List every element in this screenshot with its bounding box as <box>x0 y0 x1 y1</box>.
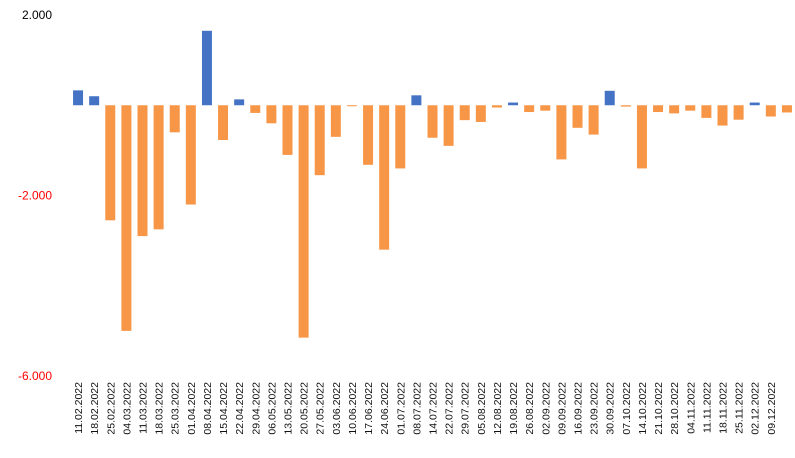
x-tick-label-36: 14.10.2022 <box>637 382 649 435</box>
bar-18 <box>346 105 357 107</box>
bar-20 <box>379 105 390 250</box>
bar-2 <box>89 96 100 106</box>
x-tick-label-27: 12.08.2022 <box>492 382 504 435</box>
bar-6 <box>153 105 164 230</box>
bar-8 <box>185 105 196 205</box>
x-tick-label-6: 18.03.2022 <box>154 382 166 435</box>
x-tick-label-35: 07.10.2022 <box>621 382 633 435</box>
bar-28 <box>508 102 519 106</box>
bar-25 <box>459 105 470 121</box>
bar-40 <box>701 105 712 118</box>
y-tick-label-3: -6.000 <box>18 369 52 383</box>
bar-17 <box>330 105 341 137</box>
bar-26 <box>475 105 486 122</box>
bar-12 <box>250 105 261 113</box>
bar-4 <box>121 105 132 331</box>
x-tick-label-21: 01.07.2022 <box>395 382 407 435</box>
y-axis-tick-labels: 2.000 -2.000 -6.000 <box>18 8 52 383</box>
bar-11 <box>234 99 245 106</box>
x-axis-tick-labels: 11.02.2022 18.02.2022 25.02.2022 04.03.2022… <box>73 382 778 435</box>
x-tick-label-19: 17.06.2022 <box>363 382 375 435</box>
bar-30 <box>540 105 551 111</box>
x-tick-label-33: 23.09.2022 <box>589 382 601 435</box>
x-tick-label-39: 04.11.2022 <box>685 382 697 434</box>
x-tick-label-9: 08.04.2022 <box>202 382 214 435</box>
x-tick-label-7: 25.03.2022 <box>170 382 182 435</box>
y-tick-label-1: 2.000 <box>22 8 52 22</box>
bar-29 <box>524 105 535 113</box>
x-tick-label-28: 19.08.2022 <box>508 382 520 435</box>
x-tick-label-24: 22.07.2022 <box>444 382 456 435</box>
x-tick-label-15: 20.05.2022 <box>299 382 311 435</box>
x-tick-label-43: 02.12.2022 <box>750 382 762 435</box>
bar-5 <box>137 105 148 237</box>
bar-32 <box>572 105 583 128</box>
x-tick-label-30: 02.09.2022 <box>540 382 552 435</box>
x-tick-label-13: 06.05.2022 <box>266 382 278 435</box>
bar-38 <box>669 105 680 114</box>
x-tick-label-18: 10.06.2022 <box>347 382 359 435</box>
bar-41 <box>717 105 728 126</box>
bar-19 <box>363 105 374 165</box>
x-tick-label-3: 25.02.2022 <box>105 382 117 435</box>
bar-42 <box>733 105 744 120</box>
x-tick-label-34: 30.09.2022 <box>605 382 617 435</box>
bar-43 <box>749 102 760 106</box>
bar-1 <box>73 90 84 106</box>
x-tick-label-40: 11.11.2022 <box>701 382 713 433</box>
bar-3 <box>105 105 116 221</box>
x-tick-label-25: 29.07.2022 <box>460 382 472 435</box>
x-tick-label-5: 11.03.2022 <box>138 382 150 434</box>
bar-27 <box>491 105 502 108</box>
bar-36 <box>636 105 647 169</box>
x-tick-label-31: 09.09.2022 <box>556 382 568 435</box>
bar-15 <box>298 105 309 338</box>
x-tick-label-16: 27.05.2022 <box>315 382 327 435</box>
bar-45 <box>781 105 792 113</box>
x-tick-label-8: 01.04.2022 <box>186 382 198 435</box>
bar-31 <box>556 105 567 160</box>
bar-10 <box>218 105 229 140</box>
bar-21 <box>395 105 406 169</box>
x-tick-label-11: 22.04.2022 <box>234 382 246 435</box>
bar-23 <box>427 105 438 138</box>
x-tick-label-2: 18.02.2022 <box>89 382 101 435</box>
x-tick-label-26: 05.08.2022 <box>476 382 488 435</box>
x-tick-label-38: 28.10.2022 <box>669 382 681 435</box>
bar-33 <box>588 105 599 135</box>
x-tick-label-41: 18.11.2022 <box>718 382 730 434</box>
bar-16 <box>314 105 325 176</box>
bar-13 <box>266 105 277 124</box>
x-tick-label-20: 24.06.2022 <box>379 382 391 435</box>
x-tick-label-29: 26.08.2022 <box>524 382 536 435</box>
bar-35 <box>620 105 631 107</box>
x-tick-label-14: 13.05.2022 <box>283 382 295 435</box>
x-tick-label-32: 16.09.2022 <box>573 382 585 435</box>
bar-44 <box>765 105 776 117</box>
x-tick-label-44: 09.12.2022 <box>766 382 778 435</box>
x-tick-label-22: 08.07.2022 <box>411 382 423 435</box>
bar-22 <box>411 95 422 106</box>
bar-24 <box>443 105 454 146</box>
x-tick-label-1: 11.02.2022 <box>73 382 85 434</box>
bar-series <box>73 30 792 338</box>
x-tick-label-10: 15.04.2022 <box>218 382 230 435</box>
x-tick-label-23: 14.07.2022 <box>428 382 440 435</box>
y-tick-label-2: -2.000 <box>18 189 52 203</box>
bar-39 <box>685 105 696 111</box>
x-tick-label-17: 03.06.2022 <box>331 382 343 435</box>
x-tick-label-12: 29.04.2022 <box>250 382 262 435</box>
bar-9 <box>201 30 212 106</box>
x-tick-label-4: 04.03.2022 <box>121 382 133 435</box>
bar-34 <box>604 90 615 106</box>
bar-14 <box>282 105 293 155</box>
bar-7 <box>169 105 180 133</box>
bar-37 <box>653 105 664 113</box>
x-tick-label-42: 25.11.2022 <box>734 382 746 434</box>
x-tick-label-37: 21.10.2022 <box>653 382 665 435</box>
